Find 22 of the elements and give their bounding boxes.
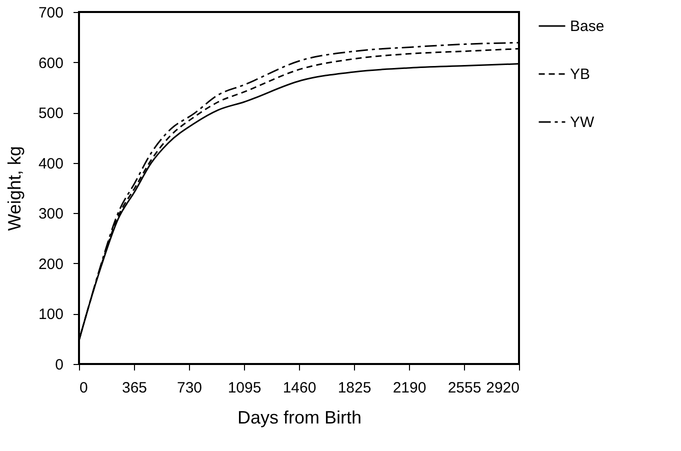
y-tick-label: 600 (38, 54, 64, 72)
legend-label: Base (570, 18, 604, 35)
y-tick-label: 200 (38, 256, 64, 273)
x-tick-label: 1095 (228, 380, 262, 396)
x-tick-label: 1825 (338, 380, 372, 396)
legend-label: YW (570, 114, 596, 131)
x-tick-label: 730 (176, 380, 202, 396)
y-tick-label: 500 (38, 105, 64, 122)
x-tick-label: 365 (122, 380, 148, 396)
y-tick-label: 400 (38, 155, 64, 172)
legend-label: YB (570, 66, 590, 83)
y-tick-label: 0 (55, 356, 64, 374)
x-tick-label: 2555 (448, 380, 482, 396)
y-axis-title: Weight, kg (4, 146, 24, 231)
y-tick-label: 100 (38, 306, 64, 324)
y-tick-label: 700 (38, 4, 64, 22)
y-tick-label: 300 (38, 206, 64, 223)
x-tick-label: 2190 (392, 380, 426, 396)
x-tick-label: 1460 (282, 380, 316, 396)
x-tick-label: 2920 (486, 380, 520, 396)
x-axis-title: Days from Birth (237, 408, 362, 428)
x-tick-label: 0 (80, 380, 88, 396)
